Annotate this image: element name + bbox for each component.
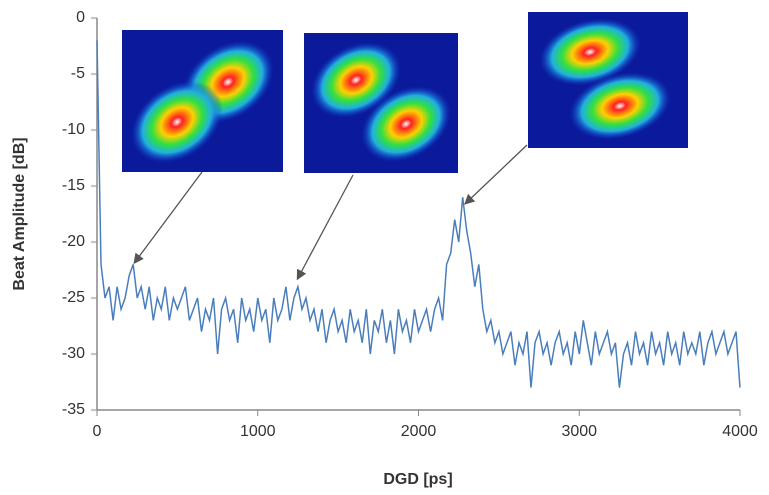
y-tick-label: -5 [71, 65, 85, 82]
y-tick-label: -35 [62, 401, 85, 418]
y-tick-label: -20 [62, 233, 85, 250]
x-tick-label: 2000 [401, 423, 437, 440]
mode-image [528, 12, 688, 148]
y-tick-label: -15 [62, 177, 85, 194]
arrow [133, 171, 203, 265]
y-tick-label: -25 [62, 289, 85, 306]
x-tick-label: 1000 [240, 423, 276, 440]
arrow [296, 174, 354, 281]
inset-images [122, 12, 688, 281]
x-axis-label: DGD [ps] [383, 471, 452, 488]
x-tick-label: 3000 [561, 423, 597, 440]
y-axis-label: Beat Amplitude [dB] [11, 137, 28, 290]
y-tick-label: -30 [62, 345, 85, 362]
y-tick-label: 0 [76, 9, 85, 26]
x-tick-label: 4000 [722, 423, 758, 440]
x-tick-label: 0 [93, 423, 102, 440]
mode-image [122, 30, 283, 172]
y-tick-label: -10 [62, 121, 85, 138]
data-line [96, 40, 741, 388]
plot-area: 0 -5 -10 -15 -20 -25 -30 -35 0 1000 2000 3000 4000 [62, 9, 758, 440]
arrow [464, 144, 528, 205]
mode-image [304, 33, 458, 173]
